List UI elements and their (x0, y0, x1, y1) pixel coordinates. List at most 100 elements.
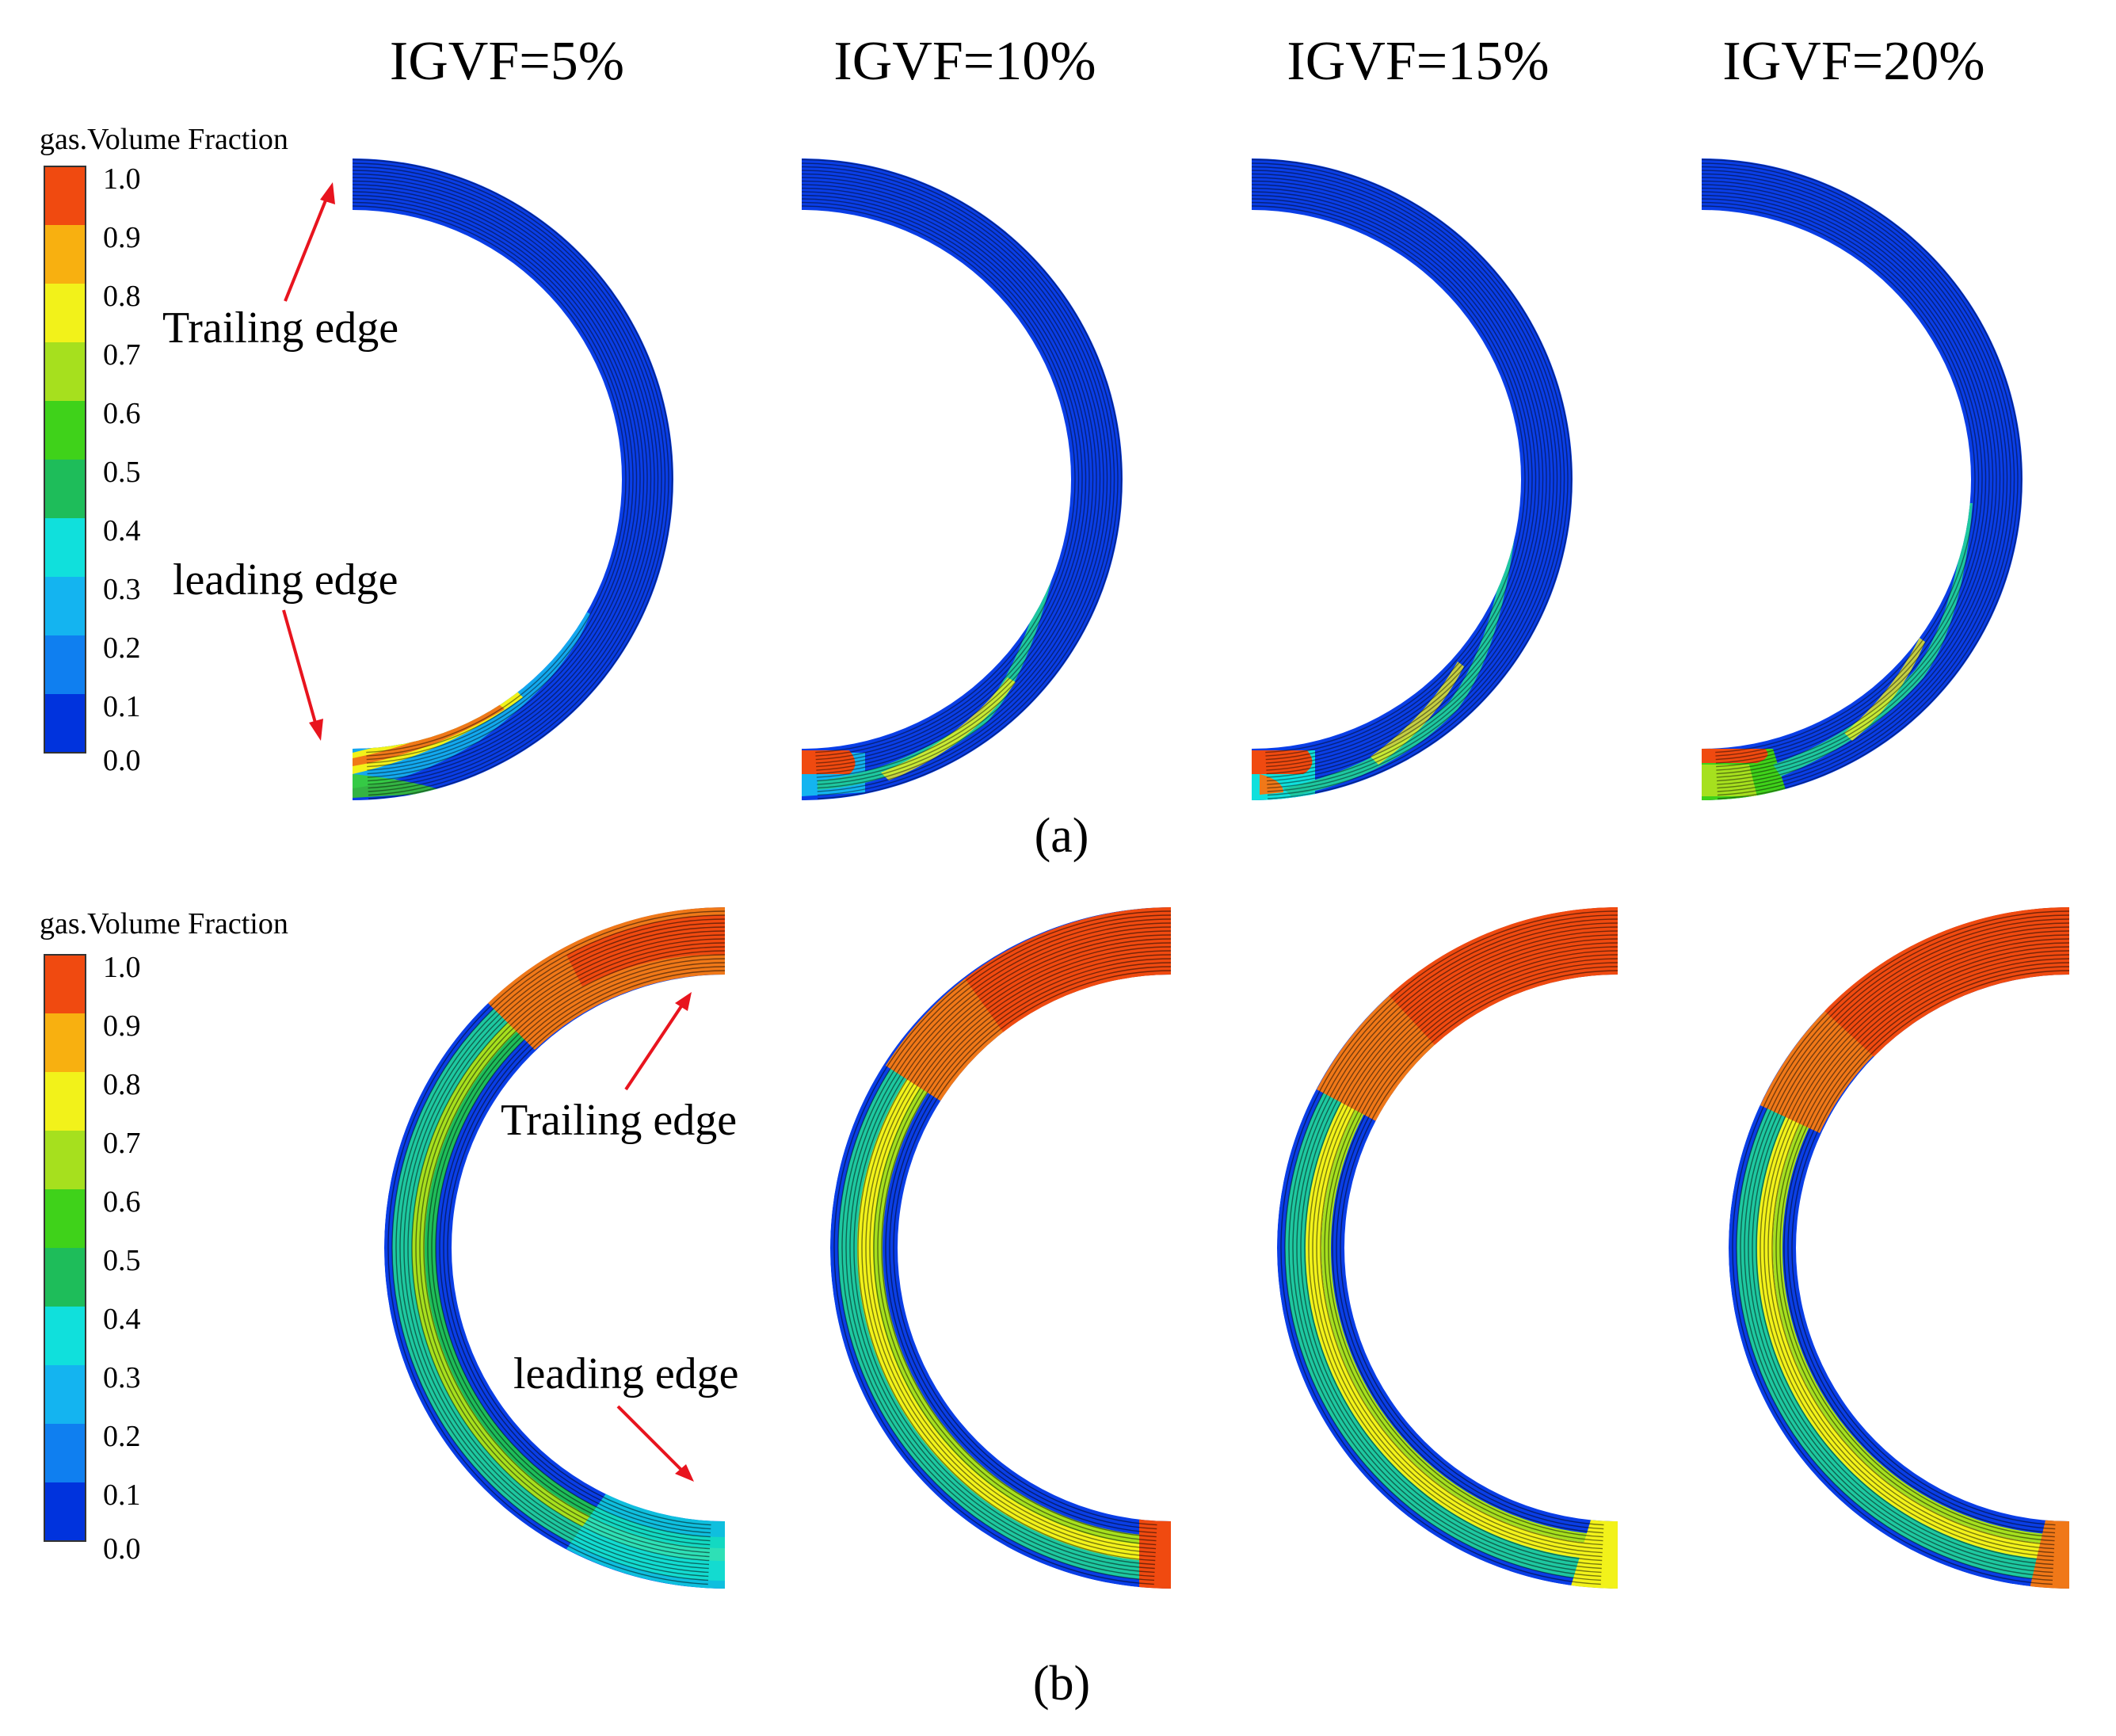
streamlines-a-igvf20 (1701, 158, 2023, 799)
streamline (837, 914, 1172, 1581)
streamline (801, 191, 1090, 768)
panel-label-b: (b) (1033, 1657, 1090, 1711)
streamline (352, 177, 655, 782)
streamlines-a-igvf10 (801, 158, 1123, 799)
streamline (885, 962, 1172, 1534)
legend-b-tick: 0.9 (103, 1009, 141, 1043)
legend-a-tick: 0.2 (103, 631, 141, 665)
legend-a-tick: 0.5 (103, 456, 141, 489)
streamline (865, 942, 1172, 1554)
annotation-trailing-edge-a: Trailing edge (162, 182, 398, 353)
streamline (1300, 930, 1618, 1566)
legend-a-title: gas.Volume Fraction (40, 123, 288, 156)
panel-label-a: (a) (1035, 809, 1089, 863)
streamline (1756, 934, 2070, 1562)
streamline (1701, 198, 1983, 761)
legend-a-tick: 0.7 (103, 338, 141, 372)
leading-edge-label-a: leading edge (173, 555, 398, 605)
streamline (801, 166, 1115, 792)
legend-a-tick: 0.3 (103, 573, 141, 606)
streamline (387, 910, 726, 1585)
streamline (391, 914, 726, 1581)
streamline (447, 970, 726, 1526)
streamline (1701, 170, 2011, 789)
legend-a-tick: 0.9 (103, 221, 141, 254)
streamline (801, 184, 1097, 775)
streamline (1744, 922, 2070, 1574)
trailing-edge-label-b: Trailing edge (501, 1096, 737, 1145)
streamline (873, 950, 1172, 1546)
streamline (1701, 162, 2019, 796)
streamline (1251, 180, 1551, 778)
streamline (861, 938, 1172, 1558)
streamline (1701, 194, 1987, 764)
streamline (877, 954, 1172, 1542)
streamline (1701, 173, 2008, 785)
streamline (1783, 962, 2070, 1534)
streamline (1701, 184, 1997, 775)
streamline (1251, 162, 1569, 796)
legend-b-tick: 0.5 (103, 1244, 141, 1277)
annotation-leading-edge-b: leading edge (513, 1349, 739, 1482)
contour-a-igvf20 (1701, 158, 2023, 800)
streamline (352, 170, 662, 789)
streamline (352, 173, 659, 785)
streamline (801, 170, 1111, 789)
streamline (395, 918, 726, 1578)
streamline (352, 194, 638, 764)
streamline (801, 194, 1087, 764)
streamline (801, 173, 1108, 785)
streamline (801, 158, 1123, 799)
streamline (1701, 166, 2015, 792)
streamline (423, 946, 726, 1550)
streamline (352, 187, 645, 771)
streamline (407, 930, 726, 1566)
streamline (399, 922, 726, 1574)
streamline (1251, 158, 1573, 799)
streamline (1752, 930, 2070, 1566)
streamline (1701, 180, 2001, 778)
streamline (439, 962, 726, 1534)
legend-a: gas.Volume Fraction 1.0 0.9 0.8 0.7 0.6 … (40, 123, 288, 777)
streamline (1324, 954, 1618, 1542)
streamline (431, 954, 726, 1542)
streamline (845, 922, 1172, 1574)
streamline (1251, 198, 1533, 761)
streamline (435, 958, 726, 1538)
contour-a-igvf10 (801, 158, 1123, 800)
streamline (1760, 938, 2070, 1558)
legend-a-colorbar (44, 166, 86, 754)
streamline (1251, 170, 1561, 789)
legend-b-colorbar (44, 954, 86, 1542)
legend-b-tick: 0.1 (103, 1478, 141, 1512)
streamline (1288, 918, 1618, 1578)
streamline (1251, 177, 1554, 782)
streamline (849, 926, 1172, 1570)
streamline (1748, 926, 2070, 1570)
legend-a-tick: 1.0 (103, 162, 141, 196)
streamline (1251, 184, 1547, 775)
streamline (1328, 958, 1618, 1538)
streamline (857, 934, 1172, 1562)
streamline (801, 201, 1080, 757)
legend-b-tick: 0.7 (103, 1127, 141, 1160)
streamline (1771, 950, 2070, 1546)
streamline (1292, 922, 1618, 1574)
streamline (1701, 158, 2023, 799)
legend-b-tick: 0.6 (103, 1185, 141, 1219)
streamline (1251, 191, 1540, 768)
streamline (801, 187, 1094, 771)
streamline (352, 180, 652, 778)
streamline (1791, 970, 2070, 1526)
streamline (1251, 166, 1565, 792)
streamlines-b-igvf20 (1732, 910, 2070, 1585)
streamline (443, 966, 726, 1530)
legend-a-tick: 0.1 (103, 690, 141, 723)
streamline (1701, 191, 1990, 768)
streamline (869, 946, 1172, 1550)
streamline (1251, 201, 1530, 757)
legend-a-tick: 0.4 (103, 514, 141, 548)
streamline (1332, 962, 1618, 1534)
streamline (1280, 910, 1618, 1585)
